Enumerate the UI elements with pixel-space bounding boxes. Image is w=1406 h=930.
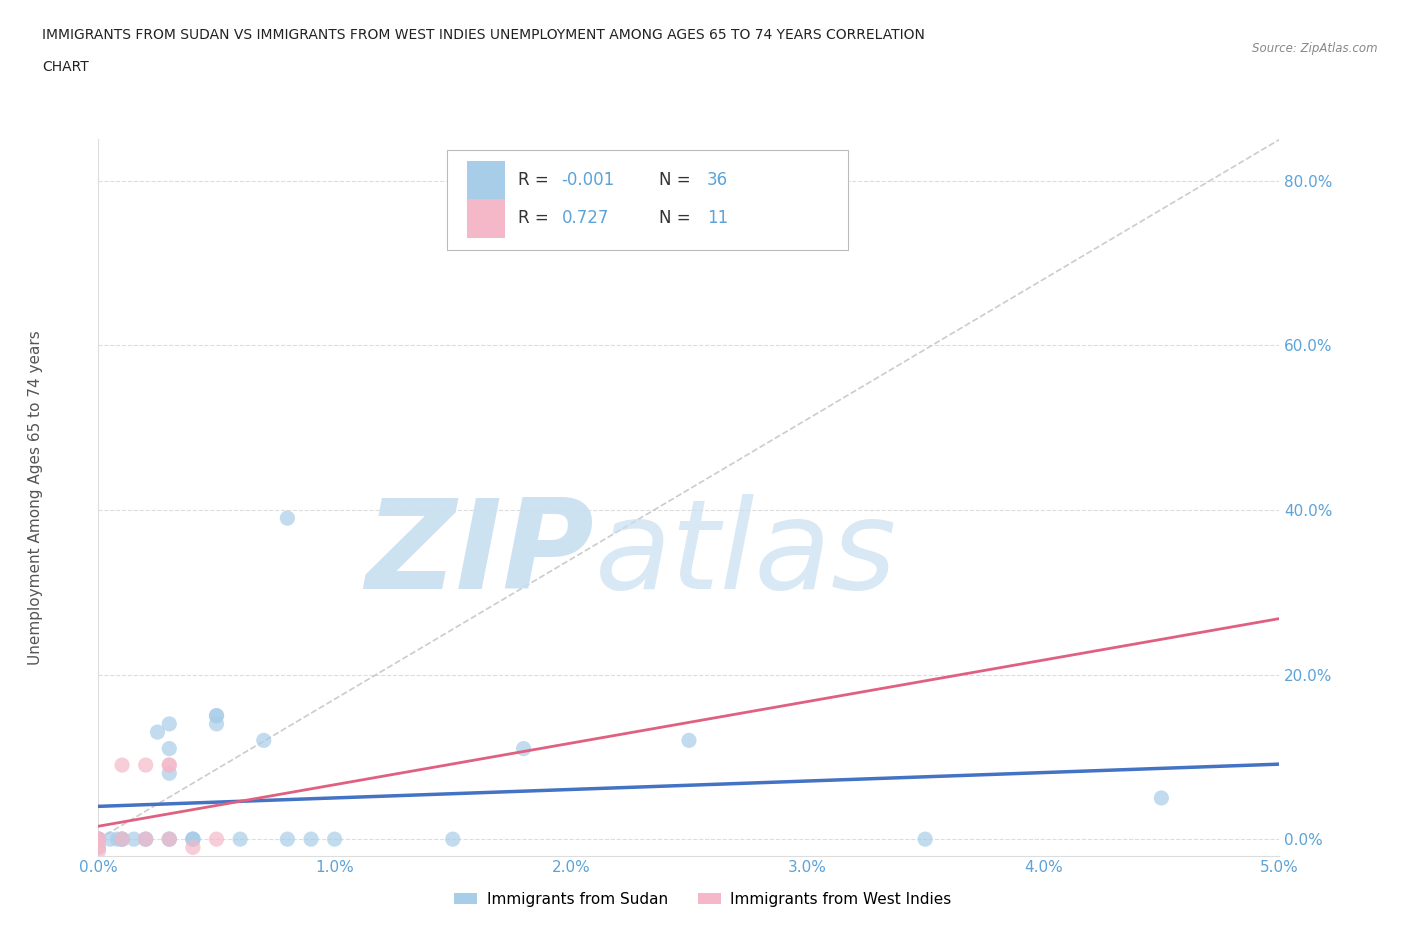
Point xyxy=(512,741,534,756)
Text: 0.727: 0.727 xyxy=(561,209,609,227)
Point xyxy=(441,831,464,846)
Text: IMMIGRANTS FROM SUDAN VS IMMIGRANTS FROM WEST INDIES UNEMPLOYMENT AMONG AGES 65 : IMMIGRANTS FROM SUDAN VS IMMIGRANTS FROM… xyxy=(42,28,925,42)
Point xyxy=(111,831,134,846)
Point xyxy=(181,840,204,855)
FancyBboxPatch shape xyxy=(467,199,505,238)
Text: Source: ZipAtlas.com: Source: ZipAtlas.com xyxy=(1253,42,1378,55)
Point xyxy=(135,831,157,846)
Point xyxy=(105,831,128,846)
Point xyxy=(323,831,346,846)
Point xyxy=(157,831,180,846)
Point xyxy=(678,733,700,748)
Point xyxy=(111,831,134,846)
Point xyxy=(299,831,322,846)
Point xyxy=(87,831,110,846)
Point xyxy=(111,831,134,846)
Point xyxy=(205,716,228,731)
Point xyxy=(146,724,169,739)
Point xyxy=(205,831,228,846)
Point xyxy=(87,840,110,855)
Point xyxy=(276,831,298,846)
Y-axis label: Unemployment Among Ages 65 to 74 years: Unemployment Among Ages 65 to 74 years xyxy=(28,330,42,665)
Point xyxy=(229,831,252,846)
Point xyxy=(87,840,110,855)
Point xyxy=(98,831,121,846)
Text: 36: 36 xyxy=(707,171,728,190)
Point xyxy=(135,758,157,773)
Point xyxy=(253,733,276,748)
Point xyxy=(135,831,157,846)
Text: N =: N = xyxy=(659,209,696,227)
Text: atlas: atlas xyxy=(595,495,897,616)
Point xyxy=(181,831,204,846)
Point xyxy=(157,758,180,773)
Point xyxy=(87,831,110,846)
Text: R =: R = xyxy=(517,171,554,190)
Point xyxy=(87,831,110,846)
Point xyxy=(135,831,157,846)
Point xyxy=(205,709,228,724)
Point xyxy=(87,831,110,846)
Point xyxy=(157,765,180,780)
FancyBboxPatch shape xyxy=(467,161,505,200)
Point xyxy=(914,831,936,846)
Point xyxy=(181,831,204,846)
Point xyxy=(157,716,180,731)
Point xyxy=(157,831,180,846)
Point xyxy=(1150,790,1173,805)
Point xyxy=(157,741,180,756)
Text: ZIP: ZIP xyxy=(366,495,595,616)
Point xyxy=(111,758,134,773)
Point xyxy=(111,831,134,846)
Point xyxy=(122,831,145,846)
Text: R =: R = xyxy=(517,209,554,227)
FancyBboxPatch shape xyxy=(447,151,848,250)
Text: CHART: CHART xyxy=(42,60,89,74)
Text: 11: 11 xyxy=(707,209,728,227)
Point xyxy=(157,758,180,773)
Point xyxy=(276,511,298,525)
Point xyxy=(157,831,180,846)
Point xyxy=(87,831,110,846)
Legend: Immigrants from Sudan, Immigrants from West Indies: Immigrants from Sudan, Immigrants from W… xyxy=(449,886,957,913)
Text: -0.001: -0.001 xyxy=(561,171,614,190)
Point xyxy=(181,831,204,846)
Point xyxy=(87,844,110,859)
Point xyxy=(205,709,228,724)
Text: N =: N = xyxy=(659,171,696,190)
Point xyxy=(87,831,110,846)
